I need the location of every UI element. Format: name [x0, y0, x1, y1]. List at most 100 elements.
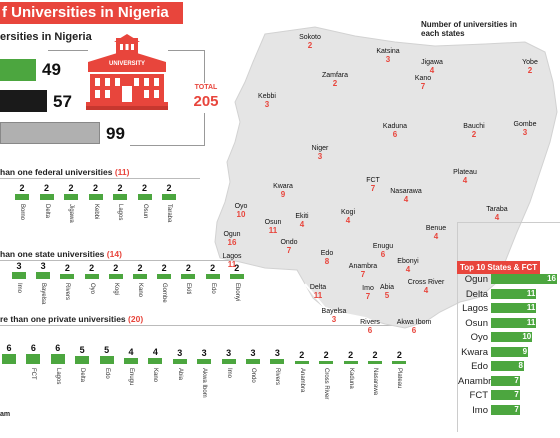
bar-value-label: 5 [79, 345, 85, 355]
state-label: Kano 7 [415, 75, 431, 91]
bar [172, 359, 187, 364]
category-label: Osun [141, 204, 148, 219]
category-label: Kaduna [347, 368, 354, 389]
category-label: Delta [79, 368, 86, 383]
divider [0, 325, 410, 326]
category-label: Borno [19, 204, 25, 221]
bar-value-label: 3 [40, 260, 46, 271]
state-label: Oyo 10 [235, 203, 248, 219]
bar [197, 359, 212, 364]
category-label: Imo [16, 283, 22, 294]
category-label: Abia [176, 368, 183, 381]
state-name: Jigawa [421, 59, 443, 66]
bar [133, 274, 147, 279]
bar [75, 356, 90, 364]
top10-heading: Top 10 States & FCT [457, 261, 541, 274]
state-label: Kwara 9 [273, 183, 293, 199]
bracket-line [168, 50, 204, 51]
bar-value-label: 2 [89, 263, 95, 273]
state-label: Taraba 4 [486, 206, 507, 222]
state-count: 4 [494, 213, 500, 222]
bar-value-label: 6 [30, 343, 36, 354]
bar-value-label: 3 [250, 348, 256, 359]
bar [270, 359, 285, 364]
bar-value-label: 6 [55, 343, 61, 354]
state-label: Lagos 11 [222, 253, 241, 269]
state-count: 4 [405, 265, 411, 274]
top10-state-name: Edo [471, 361, 488, 372]
top10-bar [491, 390, 520, 400]
category-label: Plateau [396, 368, 403, 389]
state-name: Kebbi [258, 93, 276, 100]
state-count: 2 [471, 130, 477, 139]
bar [124, 357, 138, 364]
map-heading: Number of universities in each states [421, 20, 518, 38]
state-count: 3 [385, 55, 391, 64]
federal-value: 49 [42, 60, 61, 79]
state-count: 16 [227, 238, 237, 247]
state-name: Katsina [376, 48, 400, 55]
bar [60, 274, 75, 279]
bar-value-label: 4 [152, 346, 158, 357]
state-name: Kwara [273, 183, 293, 190]
category-label: Ekiti [185, 283, 192, 295]
top10-state-name: FCT [469, 390, 488, 401]
top10-bar [491, 274, 557, 284]
bar-value-label: 2 [92, 183, 98, 193]
top10-bar [491, 404, 520, 415]
state-name: Edo [320, 250, 334, 257]
top10-bar [491, 303, 537, 313]
state-label: Jigawa 4 [421, 59, 443, 75]
category-label: Kano [152, 368, 159, 383]
bar-value-label: 3 [201, 348, 207, 359]
category-label: Ondo [250, 368, 256, 383]
state-count: 11 [313, 291, 323, 300]
state-label: Kogi 4 [341, 209, 355, 225]
top10-state-name: Kwara [461, 346, 488, 358]
bar-value-label: 2 [234, 263, 240, 273]
state-count: 4 [462, 176, 468, 185]
top10-bar [491, 361, 524, 371]
top10-state-name: Ogun [464, 274, 488, 285]
bar [343, 360, 358, 364]
bar-value-label: 2 [372, 349, 378, 360]
category-label: Kogi [112, 283, 119, 296]
bar-value-label: 2 [64, 263, 70, 273]
state-count: 4 [345, 216, 351, 225]
state-name: Taraba [486, 206, 508, 213]
nigeria-map [214, 26, 558, 329]
top10-state-name: Lagos [462, 303, 488, 314]
top10-state-name: Oyo [470, 332, 488, 343]
state-name: Anambra [348, 263, 378, 270]
category-label: Gombe [161, 283, 168, 303]
category-label: Cross River [323, 368, 330, 400]
bar [229, 274, 244, 279]
category-label: Bayelsa [40, 283, 47, 305]
state-label: Ondo 7 [280, 239, 297, 255]
bracket-line [204, 113, 205, 145]
bar [148, 357, 163, 364]
state-count: 4 [433, 232, 439, 241]
bracket-line [48, 50, 88, 51]
top10-value: 10 [522, 332, 532, 341]
divider [0, 260, 270, 261]
state-count: 2 [307, 41, 313, 50]
state-label: Plateau 4 [453, 169, 477, 185]
top10-bar [491, 346, 529, 357]
federal-section-heading: han one federal universities (11) [0, 167, 130, 177]
bar-value-label: 2 [323, 349, 329, 360]
category-label: Jigawa [68, 204, 74, 223]
bar [157, 274, 172, 279]
category-label: Enugu [128, 368, 134, 386]
state-label: Enugu 6 [373, 243, 393, 259]
state-name: Ogun [223, 231, 241, 238]
category-label: Anambra [298, 368, 305, 393]
category-label: Imo [225, 368, 232, 379]
bar [2, 354, 16, 364]
state-name: Imo [362, 285, 374, 292]
bar-value-label: 3 [177, 348, 183, 359]
category-label: Akwa Ibom [201, 368, 208, 398]
bar [368, 360, 382, 364]
private-value: 99 [106, 124, 125, 143]
